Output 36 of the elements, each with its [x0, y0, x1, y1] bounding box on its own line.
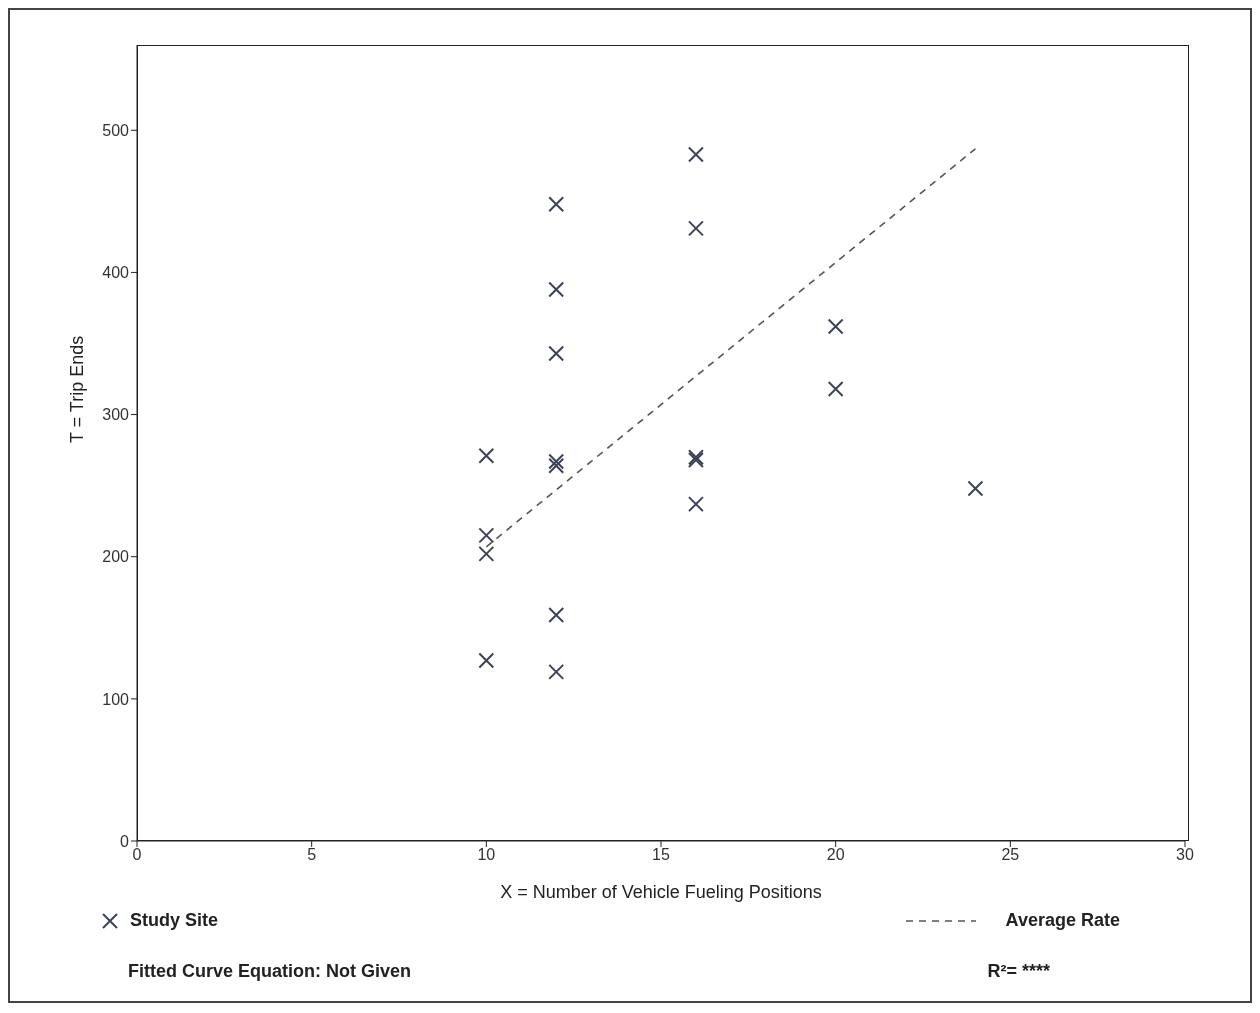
x-tick-label: 25 [1001, 846, 1020, 864]
point [548, 606, 565, 623]
y-tick-label: 400 [102, 264, 130, 282]
point [548, 457, 565, 474]
point [687, 146, 704, 163]
y-tick-label: 300 [102, 406, 130, 424]
x-tick-label: 10 [477, 846, 496, 864]
x-axis-title: X = Number of Vehicle Fueling Positions [500, 882, 822, 902]
point [687, 220, 704, 237]
point [478, 527, 495, 544]
y-tick-label: 100 [102, 690, 130, 708]
y-tick-label: 200 [102, 548, 130, 566]
point [548, 453, 565, 470]
point [687, 496, 704, 513]
x-tick-label: 30 [1176, 846, 1194, 864]
x-tick-label: 20 [826, 846, 845, 864]
legend-label: Average Rate [1005, 910, 1120, 931]
point [967, 480, 984, 497]
x-tick-label: 0 [132, 846, 142, 864]
y-tick-label: 500 [102, 121, 130, 139]
x-tick-label: 5 [307, 846, 317, 864]
point [548, 281, 565, 298]
point [478, 652, 495, 669]
x-tick-label: 15 [652, 846, 670, 864]
text: R²= **** [987, 961, 1050, 982]
point [548, 196, 565, 213]
point [548, 345, 565, 362]
point [478, 545, 495, 562]
point [827, 318, 844, 335]
legend-label: Study Site [130, 910, 219, 931]
y-tick-label: 0 [120, 832, 130, 850]
text: Fitted Curve Equation: Not Given [128, 961, 412, 982]
point [827, 380, 844, 397]
point [478, 447, 495, 464]
y-axis-title: T = Trip Ends [67, 335, 88, 443]
point [548, 663, 565, 680]
